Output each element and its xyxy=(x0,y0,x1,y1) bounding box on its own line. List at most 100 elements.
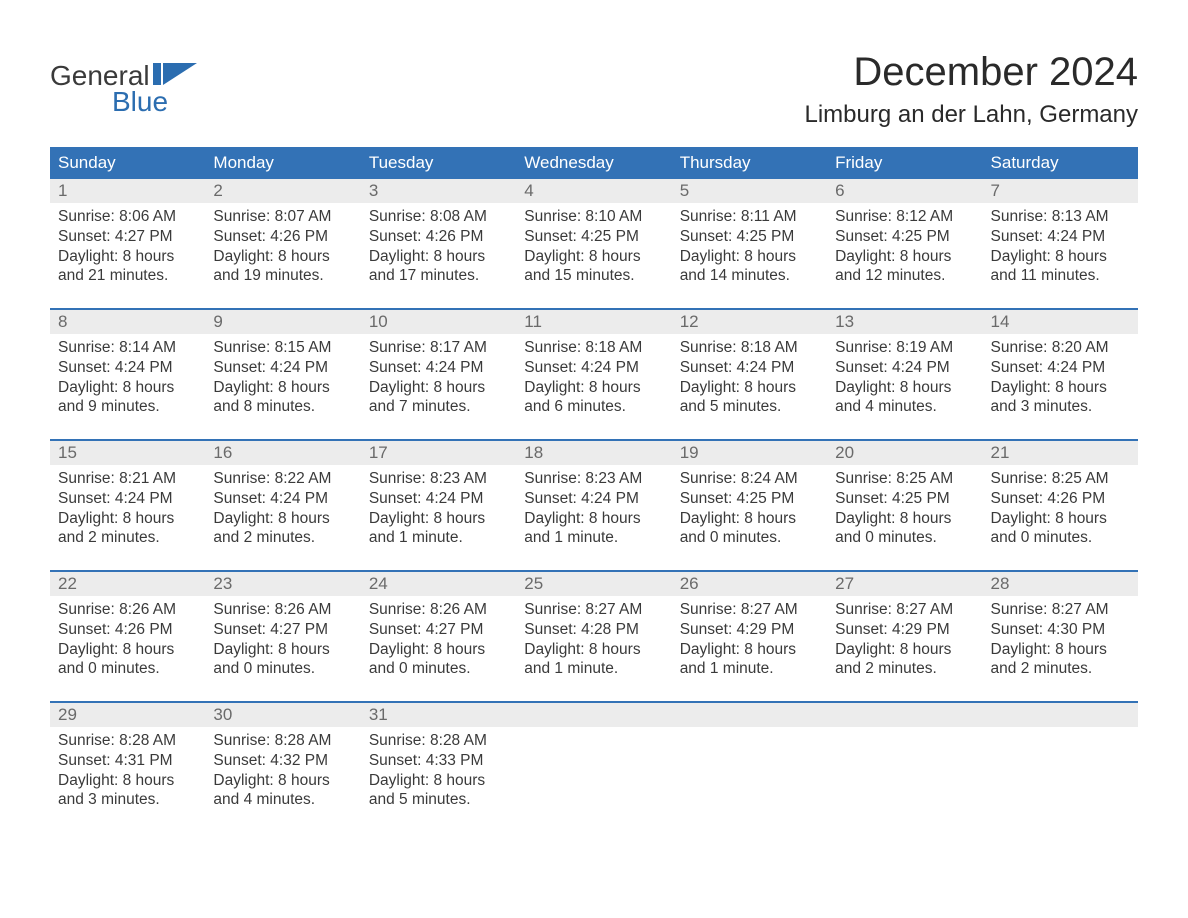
day-cell: Sunrise: 8:27 AMSunset: 4:29 PMDaylight:… xyxy=(672,596,827,691)
date-number: 7 xyxy=(983,179,1138,203)
daylight-text: Daylight: 8 hours and 0 minutes. xyxy=(213,640,352,680)
date-number: 30 xyxy=(205,703,360,727)
daylight-text: Daylight: 8 hours and 5 minutes. xyxy=(369,771,508,811)
sunset-text: Sunset: 4:27 PM xyxy=(58,227,197,247)
sunrise-text: Sunrise: 8:25 AM xyxy=(835,469,974,489)
sunset-text: Sunset: 4:25 PM xyxy=(680,227,819,247)
sunset-text: Sunset: 4:24 PM xyxy=(58,489,197,509)
day-content-row: Sunrise: 8:28 AMSunset: 4:31 PMDaylight:… xyxy=(50,727,1138,822)
day-cell: Sunrise: 8:06 AMSunset: 4:27 PMDaylight:… xyxy=(50,203,205,298)
date-number: 13 xyxy=(827,310,982,334)
day-cell: Sunrise: 8:11 AMSunset: 4:25 PMDaylight:… xyxy=(672,203,827,298)
date-number: 3 xyxy=(361,179,516,203)
location-subtitle: Limburg an der Lahn, Germany xyxy=(804,101,1138,129)
day-cell: Sunrise: 8:18 AMSunset: 4:24 PMDaylight:… xyxy=(516,334,671,429)
sunset-text: Sunset: 4:26 PM xyxy=(213,227,352,247)
daylight-text: Daylight: 8 hours and 14 minutes. xyxy=(680,247,819,287)
week-row: 15161718192021Sunrise: 8:21 AMSunset: 4:… xyxy=(50,439,1138,560)
sunrise-text: Sunrise: 8:24 AM xyxy=(680,469,819,489)
date-number: 21 xyxy=(983,441,1138,465)
sunset-text: Sunset: 4:25 PM xyxy=(835,489,974,509)
sunset-text: Sunset: 4:24 PM xyxy=(991,227,1130,247)
daylight-text: Daylight: 8 hours and 1 minute. xyxy=(524,509,663,549)
date-number: 2 xyxy=(205,179,360,203)
day-header-row: Sunday Monday Tuesday Wednesday Thursday… xyxy=(50,147,1138,179)
date-number-row: 15161718192021 xyxy=(50,441,1138,465)
sunrise-text: Sunrise: 8:26 AM xyxy=(369,600,508,620)
day-cell: Sunrise: 8:25 AMSunset: 4:26 PMDaylight:… xyxy=(983,465,1138,560)
day-cell: Sunrise: 8:08 AMSunset: 4:26 PMDaylight:… xyxy=(361,203,516,298)
sunrise-text: Sunrise: 8:27 AM xyxy=(991,600,1130,620)
sunset-text: Sunset: 4:33 PM xyxy=(369,751,508,771)
daylight-text: Daylight: 8 hours and 21 minutes. xyxy=(58,247,197,287)
day-cell: Sunrise: 8:23 AMSunset: 4:24 PMDaylight:… xyxy=(361,465,516,560)
day-content-row: Sunrise: 8:06 AMSunset: 4:27 PMDaylight:… xyxy=(50,203,1138,298)
date-number xyxy=(672,703,827,727)
daylight-text: Daylight: 8 hours and 0 minutes. xyxy=(369,640,508,680)
sunrise-text: Sunrise: 8:10 AM xyxy=(524,207,663,227)
sunset-text: Sunset: 4:25 PM xyxy=(524,227,663,247)
sunset-text: Sunset: 4:24 PM xyxy=(524,489,663,509)
day-cell: Sunrise: 8:19 AMSunset: 4:24 PMDaylight:… xyxy=(827,334,982,429)
sunrise-text: Sunrise: 8:27 AM xyxy=(524,600,663,620)
daylight-text: Daylight: 8 hours and 3 minutes. xyxy=(58,771,197,811)
date-number xyxy=(983,703,1138,727)
daylight-text: Daylight: 8 hours and 19 minutes. xyxy=(213,247,352,287)
sunset-text: Sunset: 4:24 PM xyxy=(991,358,1130,378)
daylight-text: Daylight: 8 hours and 3 minutes. xyxy=(991,378,1130,418)
date-number: 11 xyxy=(516,310,671,334)
day-header-tuesday: Tuesday xyxy=(361,147,516,179)
day-cell: Sunrise: 8:26 AMSunset: 4:27 PMDaylight:… xyxy=(361,596,516,691)
day-cell: Sunrise: 8:27 AMSunset: 4:30 PMDaylight:… xyxy=(983,596,1138,691)
date-number: 20 xyxy=(827,441,982,465)
sunset-text: Sunset: 4:24 PM xyxy=(213,489,352,509)
day-header-sunday: Sunday xyxy=(50,147,205,179)
date-number: 26 xyxy=(672,572,827,596)
sunrise-text: Sunrise: 8:06 AM xyxy=(58,207,197,227)
week-row: 293031Sunrise: 8:28 AMSunset: 4:31 PMDay… xyxy=(50,701,1138,822)
date-number: 27 xyxy=(827,572,982,596)
sunrise-text: Sunrise: 8:18 AM xyxy=(680,338,819,358)
sunrise-text: Sunrise: 8:07 AM xyxy=(213,207,352,227)
sunset-text: Sunset: 4:27 PM xyxy=(369,620,508,640)
sunrise-text: Sunrise: 8:19 AM xyxy=(835,338,974,358)
sunrise-text: Sunrise: 8:12 AM xyxy=(835,207,974,227)
date-number xyxy=(516,703,671,727)
day-cell xyxy=(672,727,827,822)
day-cell: Sunrise: 8:12 AMSunset: 4:25 PMDaylight:… xyxy=(827,203,982,298)
sunset-text: Sunset: 4:24 PM xyxy=(524,358,663,378)
day-header-monday: Monday xyxy=(205,147,360,179)
sunset-text: Sunset: 4:32 PM xyxy=(213,751,352,771)
sunrise-text: Sunrise: 8:13 AM xyxy=(991,207,1130,227)
date-number: 16 xyxy=(205,441,360,465)
weeks-container: 1234567Sunrise: 8:06 AMSunset: 4:27 PMDa… xyxy=(50,179,1138,822)
sunset-text: Sunset: 4:24 PM xyxy=(680,358,819,378)
day-header-thursday: Thursday xyxy=(672,147,827,179)
day-cell xyxy=(516,727,671,822)
date-number: 23 xyxy=(205,572,360,596)
sunset-text: Sunset: 4:29 PM xyxy=(680,620,819,640)
date-number-row: 293031 xyxy=(50,703,1138,727)
daylight-text: Daylight: 8 hours and 0 minutes. xyxy=(58,640,197,680)
sunrise-text: Sunrise: 8:11 AM xyxy=(680,207,819,227)
sunrise-text: Sunrise: 8:28 AM xyxy=(58,731,197,751)
date-number: 14 xyxy=(983,310,1138,334)
day-cell: Sunrise: 8:13 AMSunset: 4:24 PMDaylight:… xyxy=(983,203,1138,298)
date-number: 8 xyxy=(50,310,205,334)
daylight-text: Daylight: 8 hours and 9 minutes. xyxy=(58,378,197,418)
week-row: 1234567Sunrise: 8:06 AMSunset: 4:27 PMDa… xyxy=(50,179,1138,298)
daylight-text: Daylight: 8 hours and 6 minutes. xyxy=(524,378,663,418)
daylight-text: Daylight: 8 hours and 2 minutes. xyxy=(991,640,1130,680)
date-number: 22 xyxy=(50,572,205,596)
day-cell: Sunrise: 8:25 AMSunset: 4:25 PMDaylight:… xyxy=(827,465,982,560)
day-header-wednesday: Wednesday xyxy=(516,147,671,179)
daylight-text: Daylight: 8 hours and 7 minutes. xyxy=(369,378,508,418)
sunrise-text: Sunrise: 8:22 AM xyxy=(213,469,352,489)
daylight-text: Daylight: 8 hours and 0 minutes. xyxy=(991,509,1130,549)
sunrise-text: Sunrise: 8:18 AM xyxy=(524,338,663,358)
day-cell: Sunrise: 8:26 AMSunset: 4:26 PMDaylight:… xyxy=(50,596,205,691)
sunset-text: Sunset: 4:29 PM xyxy=(835,620,974,640)
daylight-text: Daylight: 8 hours and 5 minutes. xyxy=(680,378,819,418)
day-cell xyxy=(983,727,1138,822)
day-cell: Sunrise: 8:21 AMSunset: 4:24 PMDaylight:… xyxy=(50,465,205,560)
